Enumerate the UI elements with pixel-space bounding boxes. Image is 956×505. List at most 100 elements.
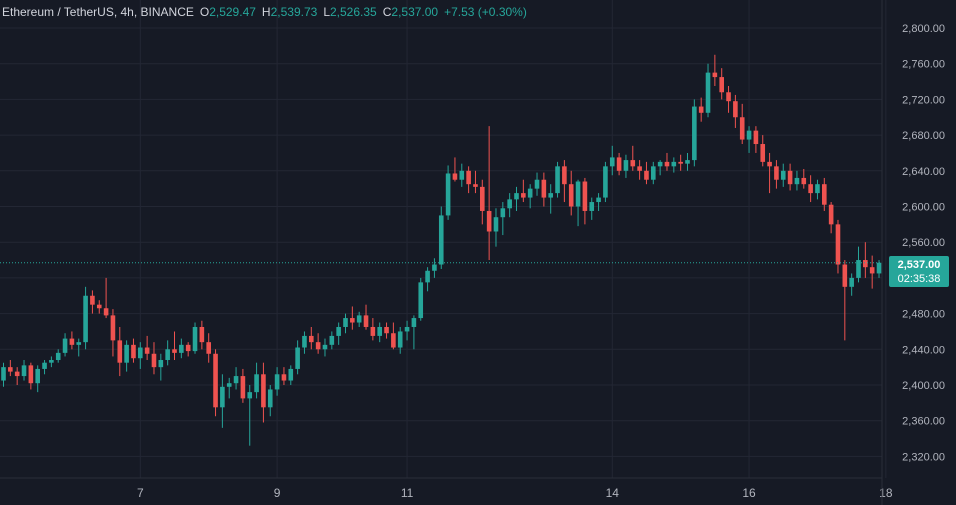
- candle-body: [83, 295, 88, 343]
- candle-body: [131, 344, 136, 359]
- y-tick-label: 2,560.00: [902, 237, 945, 249]
- candle-body: [233, 376, 239, 384]
- candle-body: [404, 326, 410, 332]
- candle-body: [637, 166, 642, 171]
- candle-body: [21, 365, 27, 377]
- candle-body: [343, 318, 348, 327]
- y-tick-label: 2,640.00: [902, 166, 945, 178]
- candle-body: [473, 184, 478, 187]
- candle-body: [391, 333, 396, 348]
- high-value: 2,539.73: [270, 5, 318, 19]
- candle-body: [801, 177, 807, 185]
- candle-body: [254, 374, 259, 393]
- last-price-value: 2,537.00: [897, 259, 941, 271]
- candle-body: [452, 173, 458, 180]
- candle-body: [192, 326, 198, 352]
- candle-body: [384, 326, 389, 334]
- candle-body: [616, 157, 622, 171]
- candle-body: [555, 166, 560, 194]
- candle-body: [397, 331, 403, 348]
- candle-body: [760, 144, 766, 162]
- candle-body: [295, 347, 300, 369]
- candle-body: [425, 270, 430, 283]
- candle-body: [329, 335, 335, 345]
- low-label: L: [323, 5, 330, 19]
- close-label: C: [382, 5, 392, 19]
- candle-body: [370, 326, 376, 336]
- candle-body: [808, 184, 813, 194]
- candle-body: [76, 342, 82, 345]
- candle-body: [603, 166, 608, 198]
- candle-body: [548, 193, 553, 198]
- high-label: H: [261, 5, 271, 19]
- y-tick-label: 2,320.00: [902, 451, 945, 463]
- candle-body: [678, 161, 683, 164]
- candle-body: [158, 360, 164, 368]
- candle-body: [589, 202, 595, 211]
- candle-body: [480, 186, 485, 211]
- candle-body: [124, 344, 129, 363]
- candle-body: [712, 72, 718, 78]
- candle-body: [309, 335, 314, 343]
- candle-body: [671, 161, 677, 167]
- candle-body: [206, 342, 211, 354]
- candle-body: [733, 101, 738, 118]
- change-value: +7.53 (+0.30%): [444, 5, 527, 19]
- candle-body: [828, 204, 834, 225]
- x-tick-label: 16: [742, 486, 756, 500]
- candle-body: [28, 365, 34, 384]
- y-tick-label: 2,600.00: [902, 202, 945, 214]
- candle-body: [117, 340, 123, 363]
- candle-body: [780, 170, 786, 180]
- candle-body: [562, 166, 567, 185]
- candle-body: [96, 304, 102, 309]
- candle-body: [8, 367, 13, 372]
- candle-body: [521, 193, 526, 198]
- candle-body: [322, 344, 328, 350]
- candle-body: [288, 368, 294, 381]
- candle-body: [856, 260, 861, 278]
- candle-body: [596, 197, 601, 203]
- candle-body: [1, 367, 6, 381]
- open-label: O: [199, 5, 210, 19]
- candle-body: [657, 161, 663, 167]
- symbol-legend: Ethereum / TetherUS, 4h, BINANCE O2,529.4…: [2, 5, 527, 19]
- candle-body: [568, 184, 574, 207]
- y-tick-label: 2,360.00: [902, 416, 945, 428]
- candle-body: [172, 349, 177, 353]
- candle-body: [835, 224, 841, 265]
- y-tick-label: 2,800.00: [902, 23, 945, 35]
- candle-body: [438, 215, 444, 265]
- candle-body: [527, 188, 533, 198]
- candle-body: [774, 166, 779, 180]
- candle-body: [281, 374, 287, 381]
- candle-body: [356, 315, 362, 323]
- low-value: 2,526.35: [330, 5, 377, 19]
- candle-body: [815, 184, 820, 194]
- candle-body: [534, 179, 540, 189]
- candle-body: [705, 72, 711, 113]
- y-tick-label: 2,480.00: [902, 309, 945, 321]
- candle-body: [822, 184, 827, 205]
- candle-body: [623, 160, 629, 171]
- candle-body: [220, 386, 225, 408]
- candle-body: [42, 362, 47, 369]
- candle-body: [726, 92, 731, 102]
- last-price-tag: 2,537.00 02:35:38: [889, 256, 949, 287]
- candle-body: [876, 262, 882, 274]
- candle-body: [350, 318, 355, 323]
- candle-body: [55, 352, 61, 361]
- candle-body: [240, 376, 246, 399]
- candle-body: [486, 210, 492, 232]
- symbol-title: Ethereum / TetherUS, 4h, BINANCE: [2, 5, 194, 19]
- candle-body: [698, 106, 704, 113]
- candle-body: [849, 277, 854, 287]
- candle-body: [753, 130, 759, 145]
- candle-body: [267, 389, 273, 408]
- y-tick-label: 2,680.00: [902, 130, 945, 142]
- x-tick-label: 14: [606, 486, 620, 500]
- candle-body: [630, 160, 636, 167]
- y-tick-label: 2,760.00: [902, 59, 945, 71]
